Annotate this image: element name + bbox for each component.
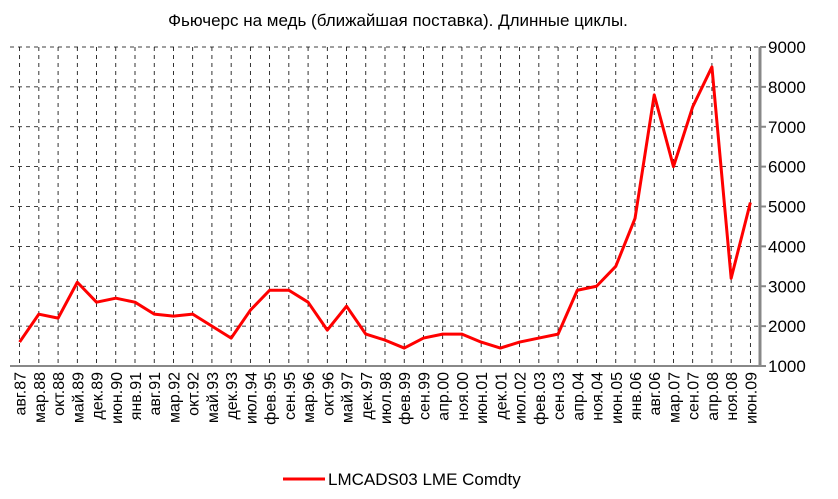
x-tick-label: апр.00 (436, 372, 453, 421)
x-tick-label: дек.97 (359, 372, 376, 420)
x-tick-label: дек.89 (90, 372, 107, 420)
x-tick-label: апр.04 (570, 372, 587, 421)
legend-label: LMCADS03 LME Comdty (328, 470, 521, 489)
x-tick-label: сен.07 (686, 372, 703, 420)
y-tick-label: 8000 (768, 78, 806, 97)
x-tick-label: сен.99 (416, 372, 433, 420)
x-tick-label: ноя.00 (455, 372, 472, 421)
x-tick-label: мар.07 (666, 372, 683, 423)
x-tick-label: июн.09 (743, 372, 760, 424)
x-tick-label: ноя.04 (590, 372, 607, 421)
x-tick-label: июл.02 (513, 372, 530, 424)
x-tick-label: дек.93 (224, 372, 241, 420)
x-tick-label: июн.05 (609, 372, 626, 424)
x-tick-label: окт.92 (186, 372, 203, 416)
x-tick-label: сен.03 (551, 372, 568, 420)
y-tick-label: 9000 (768, 38, 806, 57)
x-tick-label: мар.92 (166, 372, 183, 423)
x-tick-label: июл.94 (243, 372, 260, 424)
x-tick-label: фев.03 (532, 372, 549, 425)
x-tick-label: дек.01 (493, 372, 510, 420)
y-tick-label: 3000 (768, 277, 806, 296)
x-tick-label: мар.88 (32, 372, 49, 423)
x-tick-label: июн.90 (109, 372, 126, 424)
x-tick-label: авг.87 (13, 372, 30, 416)
x-tick-label: мар.96 (301, 372, 318, 423)
y-tick-label: 4000 (768, 237, 806, 256)
x-tick-label: фев.95 (263, 372, 280, 425)
y-tick-label: 7000 (768, 118, 806, 137)
y-tick-label: 1000 (768, 357, 806, 376)
y-tick-label: 5000 (768, 198, 806, 217)
x-tick-label: июн.01 (474, 372, 491, 424)
line-series (18, 65, 752, 350)
x-tick-label: июл.98 (378, 372, 395, 424)
x-tick-label: янв.06 (628, 372, 645, 420)
x-tick-label: апр.08 (705, 372, 722, 421)
x-tick-label: авг.91 (147, 372, 164, 416)
x-tick-label: сен.95 (282, 372, 299, 420)
x-tick-label: окт.96 (320, 372, 337, 416)
x-tick-label: май.93 (205, 372, 222, 423)
chart-title: Фьючерс на медь (ближайшая поставка). Дл… (168, 11, 628, 30)
x-tick-label: янв.91 (128, 372, 145, 420)
x-tick-label: фев.99 (397, 372, 414, 425)
x-tick-label: май.89 (70, 372, 87, 423)
x-tick-label: окт.88 (51, 372, 68, 416)
y-tick-label: 2000 (768, 317, 806, 336)
x-tick-label: ноя.08 (724, 372, 741, 421)
x-tick-label: авг.06 (647, 372, 664, 416)
x-tick-label: май.97 (340, 372, 357, 423)
y-tick-label: 6000 (768, 158, 806, 177)
